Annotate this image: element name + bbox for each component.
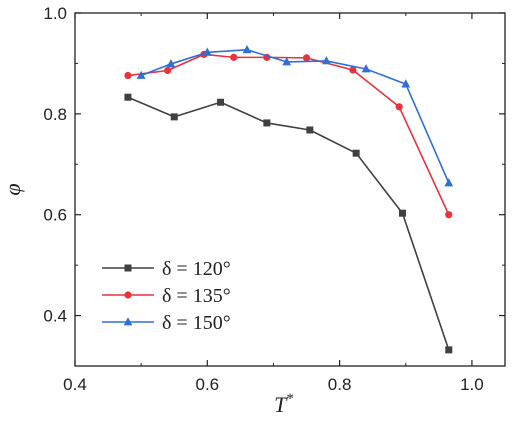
x-axis-label-main: T bbox=[274, 392, 288, 417]
y-tick-label: 0.6 bbox=[43, 206, 67, 225]
series-0-point-2 bbox=[217, 98, 225, 106]
series-2-point-7 bbox=[401, 79, 411, 88]
series-2-point-6 bbox=[361, 64, 371, 73]
series-1-point-3 bbox=[230, 53, 238, 61]
plot-frame bbox=[74, 12, 506, 367]
series-1-point-5 bbox=[302, 54, 311, 62]
series-2-point-5 bbox=[321, 56, 331, 65]
series-0-line bbox=[127, 96, 450, 351]
legend-entry-1: δ = 135° bbox=[102, 285, 231, 307]
series-0 bbox=[124, 93, 453, 354]
x-tick-label: 0.8 bbox=[328, 375, 352, 394]
legend-swatch-marker-0 bbox=[124, 264, 132, 272]
series-2 bbox=[136, 45, 454, 187]
series-2-point-4 bbox=[282, 57, 292, 66]
series-1-point-8 bbox=[445, 211, 453, 219]
series-1-point-7 bbox=[395, 103, 403, 111]
series-1-line bbox=[127, 53, 450, 216]
legend-swatch-marker-2 bbox=[123, 317, 133, 326]
series-2-point-8 bbox=[444, 178, 454, 187]
series-1-point-6 bbox=[349, 66, 357, 74]
series-2-point-2 bbox=[202, 47, 212, 56]
series-0-point-7 bbox=[445, 346, 453, 354]
series-0-point-5 bbox=[352, 149, 360, 157]
series-0-point-3 bbox=[263, 119, 271, 127]
legend-entry-0: δ = 120° bbox=[102, 258, 231, 280]
series-2-line bbox=[140, 49, 450, 184]
series-0-point-1 bbox=[170, 113, 178, 121]
series-1 bbox=[124, 50, 453, 219]
series-1-point-1 bbox=[164, 66, 172, 75]
series-2-point-0 bbox=[136, 70, 146, 79]
y-axis-label: φ bbox=[0, 183, 25, 195]
legend-label-1: δ = 135° bbox=[162, 285, 231, 307]
y-tick-label: 0.8 bbox=[43, 105, 67, 124]
x-axis-label: T* bbox=[274, 391, 294, 417]
y-tick-label: 0.4 bbox=[43, 307, 67, 326]
series-1-point-0 bbox=[124, 71, 132, 80]
x-tick-label: 0.6 bbox=[195, 375, 219, 394]
x-tick-label: 0.4 bbox=[63, 375, 87, 394]
x-axis-label-superscript: * bbox=[286, 391, 294, 407]
y-tick-label: 1.0 bbox=[43, 4, 67, 23]
x-tick-label: 1.0 bbox=[460, 375, 484, 394]
legend-label-0: δ = 120° bbox=[162, 258, 231, 280]
legend-label-2: δ = 150° bbox=[162, 312, 231, 334]
legend-swatch-marker-1 bbox=[124, 291, 132, 299]
series-0-point-4 bbox=[306, 126, 314, 134]
legend-entry-2: δ = 150° bbox=[102, 312, 231, 334]
series-0-point-6 bbox=[398, 209, 406, 217]
series-2-point-3 bbox=[242, 45, 252, 54]
series-0-point-0 bbox=[124, 93, 132, 101]
series-2-point-1 bbox=[166, 59, 176, 68]
